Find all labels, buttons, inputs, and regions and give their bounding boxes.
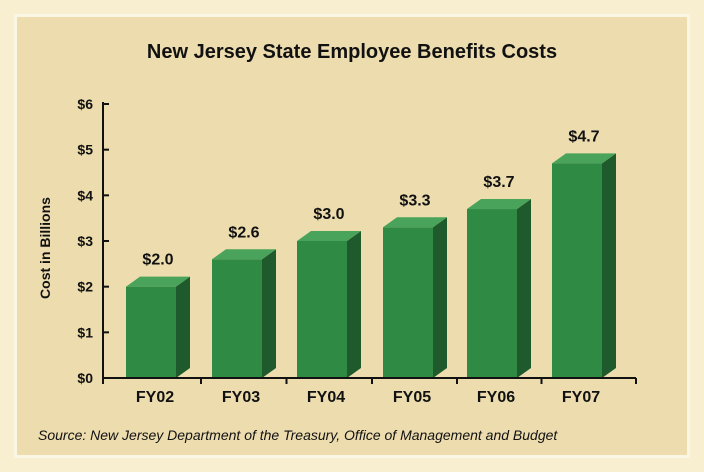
bars-group: $2.0 $2.6 $3.0 $3.3 $3.7 $4.7 — [126, 128, 616, 378]
bar-top — [126, 276, 190, 287]
y-tick-label: $3 — [77, 233, 93, 249]
bar-value-label: $3.3 — [399, 192, 430, 209]
bar-top — [297, 231, 361, 241]
x-tick-label: FY03 — [222, 389, 260, 406]
bar-side — [176, 276, 190, 378]
chart-title: New Jersey State Employee Benefits Costs — [147, 41, 557, 63]
bar-value-label: $4.7 — [568, 128, 599, 145]
y-tick-label: $4 — [77, 187, 93, 203]
bar-value-label: $2.0 — [142, 252, 173, 269]
x-tick-label: FY04 — [307, 389, 345, 406]
bar-side — [602, 153, 616, 378]
bar-top — [383, 217, 447, 228]
bar-side — [433, 217, 447, 378]
x-tick-label: FY05 — [393, 389, 431, 406]
bar — [297, 241, 347, 378]
y-tick-label: $0 — [77, 370, 93, 386]
bar-side — [347, 231, 361, 378]
bar-value-label: $3.7 — [483, 174, 514, 191]
x-tick-label: FY02 — [136, 389, 174, 406]
bar-top — [552, 153, 616, 164]
axes-group: $0 $1 $2 $3 $4 $5 $6 FY02 FY03 FY04 FY05 FY06 FY07 — [77, 96, 637, 406]
bar-top — [212, 249, 276, 260]
x-tick-label: FY07 — [562, 389, 600, 406]
bar-side — [262, 249, 276, 378]
bar — [552, 163, 602, 378]
bar-value-label: $3.0 — [313, 206, 344, 223]
bar — [126, 286, 176, 378]
bar-side — [517, 199, 531, 378]
y-tick-label: $5 — [77, 142, 93, 158]
bar-top — [467, 199, 531, 210]
source-note: Source: New Jersey Department of the Tre… — [38, 427, 558, 443]
x-tick-label: FY06 — [477, 389, 515, 406]
bar — [212, 259, 262, 378]
y-tick-label: $1 — [77, 324, 93, 340]
bar — [467, 209, 517, 378]
bar — [383, 227, 433, 378]
y-tick-label: $6 — [77, 96, 93, 112]
bar-value-label: $2.6 — [228, 224, 259, 241]
y-tick-label: $2 — [77, 279, 93, 295]
y-axis-label: Cost in Billions — [37, 197, 53, 299]
